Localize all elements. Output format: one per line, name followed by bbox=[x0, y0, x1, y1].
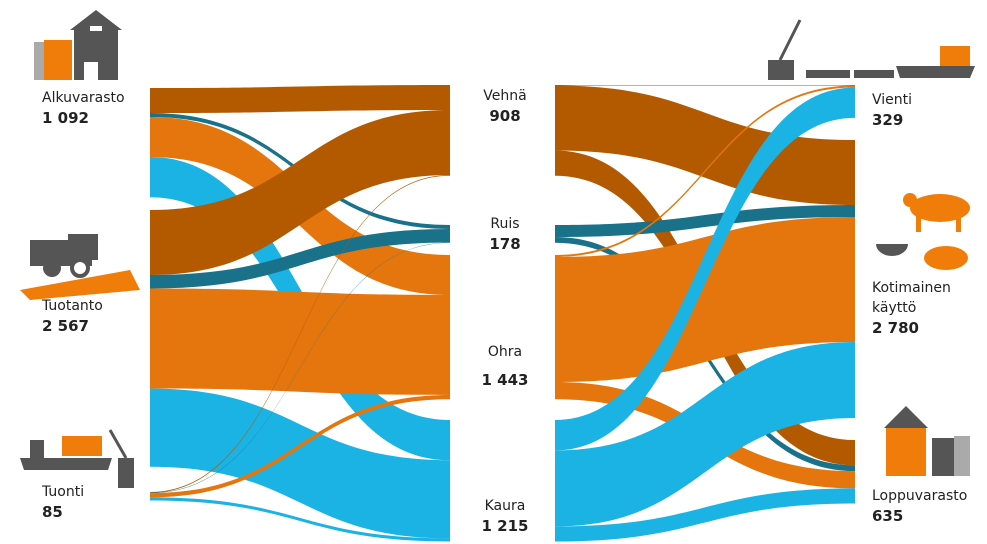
node-name: Ohra bbox=[487, 344, 523, 360]
node-name: Alkuvarasto bbox=[42, 90, 125, 106]
flow bbox=[555, 205, 855, 237]
node-value: 635 bbox=[872, 507, 904, 525]
node-value: 2 567 bbox=[42, 317, 89, 335]
node-label: Ruis 178 bbox=[455, 214, 555, 254]
node-label: Kotimainen käyttö 2 780 bbox=[872, 278, 967, 338]
node-value: 178 bbox=[489, 235, 521, 253]
flow bbox=[150, 229, 450, 289]
node-value: 908 bbox=[489, 107, 521, 125]
icon-port bbox=[768, 19, 975, 80]
flow bbox=[555, 488, 855, 542]
icon-storage bbox=[884, 406, 970, 476]
node-name: Ruis bbox=[490, 216, 520, 232]
flow bbox=[150, 388, 450, 539]
node-name: Kaura bbox=[484, 498, 526, 514]
node-value: 2 780 bbox=[872, 319, 919, 337]
node-value: 1 443 bbox=[481, 371, 529, 389]
flow bbox=[150, 110, 450, 275]
node-name: Kotimainen käyttö bbox=[872, 280, 951, 316]
node-value: 1 215 bbox=[481, 517, 529, 535]
flow bbox=[150, 175, 450, 493]
node-label: Kaura 1 215 bbox=[455, 496, 555, 536]
flow bbox=[150, 242, 450, 494]
icon-ship bbox=[20, 429, 134, 488]
flow bbox=[555, 87, 855, 451]
flow bbox=[555, 85, 855, 86]
flow bbox=[150, 395, 450, 498]
node-name: Vienti bbox=[872, 92, 913, 108]
flow bbox=[555, 85, 855, 205]
icon-warehouse bbox=[34, 10, 122, 80]
flow bbox=[150, 497, 450, 542]
flow bbox=[150, 85, 450, 113]
node-name: Vehnä bbox=[483, 88, 527, 104]
node-label: Tuonti 85 bbox=[42, 482, 84, 522]
icon-cow bbox=[876, 193, 970, 270]
flow bbox=[555, 217, 855, 382]
node-value: 85 bbox=[42, 503, 63, 521]
node-label: Tuotanto 2 567 bbox=[42, 296, 103, 336]
node-name: Loppuvarasto bbox=[872, 488, 968, 504]
node-value: 329 bbox=[872, 111, 904, 129]
node-name: Tuonti bbox=[42, 484, 85, 500]
node-name: Tuotanto bbox=[42, 298, 103, 314]
node-label: Loppuvarasto 635 bbox=[872, 486, 967, 526]
flow bbox=[150, 288, 450, 395]
node-value: 1 092 bbox=[42, 109, 89, 127]
node-label: Vienti 329 bbox=[872, 90, 912, 130]
flow bbox=[555, 85, 855, 257]
node-label: Alkuvarasto 1 092 bbox=[42, 88, 125, 128]
node-label: Ohra 1 443 bbox=[455, 342, 555, 390]
node-label: Vehnä 908 bbox=[455, 86, 555, 126]
flow bbox=[555, 342, 855, 527]
icon-harvester bbox=[20, 234, 140, 300]
